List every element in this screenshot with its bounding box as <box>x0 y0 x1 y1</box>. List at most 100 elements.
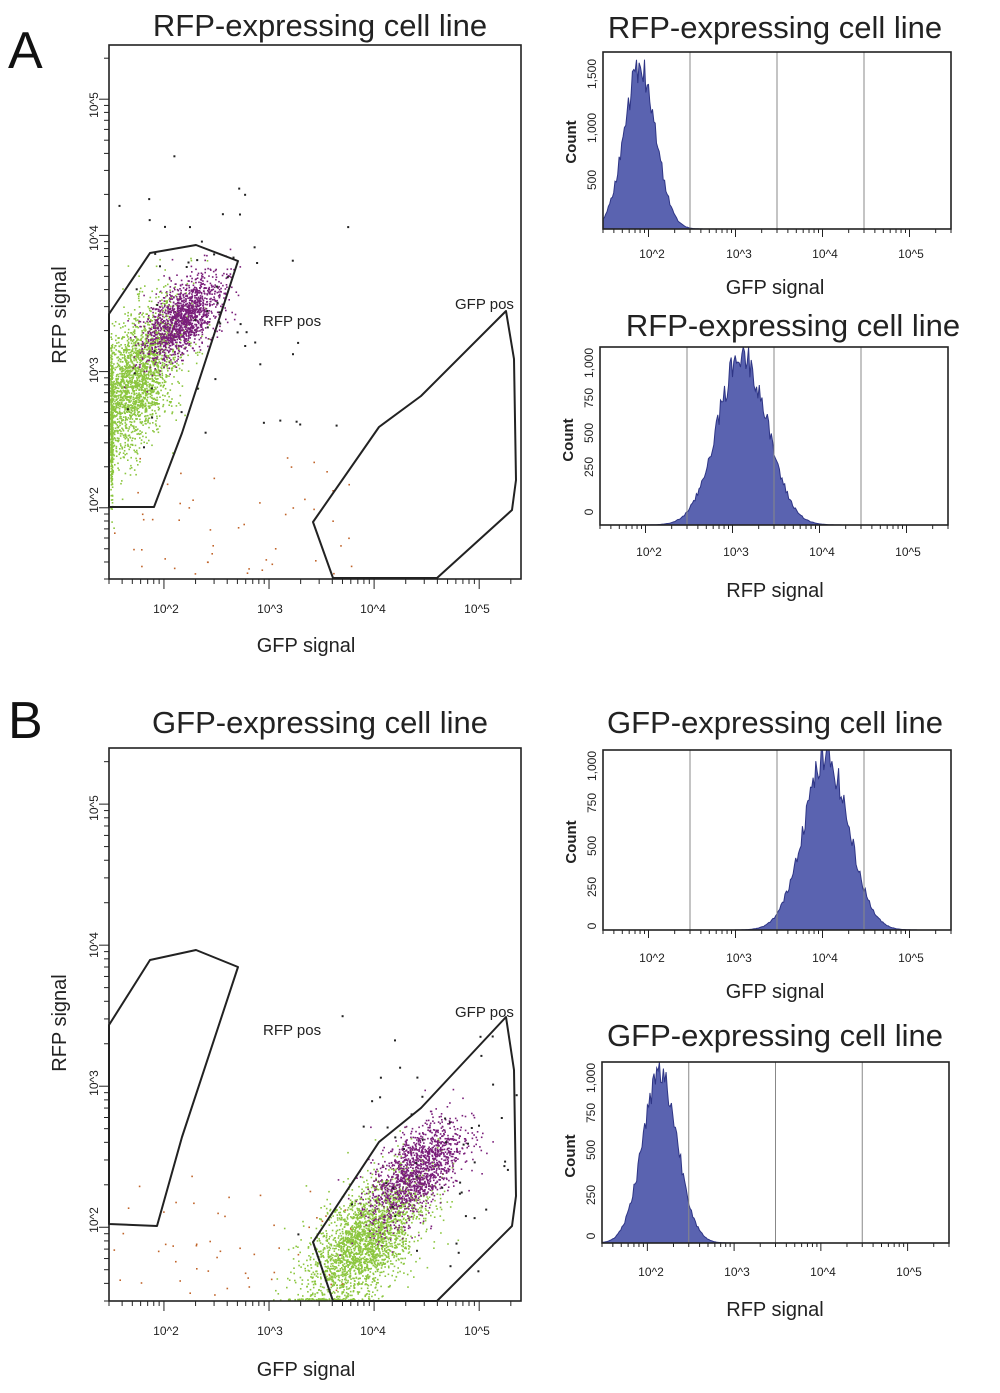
data-point <box>188 330 191 333</box>
data-point <box>144 390 147 392</box>
data-point <box>110 488 112 491</box>
data-point <box>195 352 197 354</box>
data-point <box>112 421 115 424</box>
data-point <box>169 332 172 335</box>
debris-point <box>212 545 214 547</box>
data-point <box>175 343 178 345</box>
data-point <box>152 344 154 346</box>
data-point <box>159 300 161 302</box>
data-point <box>381 1271 383 1274</box>
data-point <box>119 382 122 385</box>
data-point <box>139 383 142 386</box>
data-point <box>405 1247 407 1250</box>
data-point <box>213 298 215 301</box>
data-point <box>204 310 207 313</box>
data-point <box>148 300 151 302</box>
data-point <box>110 438 112 441</box>
data-point <box>203 277 206 279</box>
data-point <box>126 359 128 362</box>
data-point <box>111 459 114 461</box>
data-point <box>179 302 181 305</box>
data-point <box>387 1231 389 1234</box>
data-point <box>158 425 161 428</box>
data-point <box>136 379 139 381</box>
data-point <box>357 1263 360 1266</box>
data-point <box>150 343 152 346</box>
data-point <box>178 367 181 370</box>
data-point <box>210 297 212 300</box>
data-point <box>171 326 174 328</box>
debris-point <box>237 527 240 529</box>
data-point <box>115 383 118 385</box>
data-point <box>165 361 168 363</box>
data-point <box>169 326 172 329</box>
data-point <box>191 302 193 305</box>
data-point <box>110 463 113 466</box>
data-point <box>163 316 165 319</box>
data-point <box>164 339 166 342</box>
data-point <box>130 332 132 334</box>
data-point <box>187 331 189 334</box>
data-point <box>130 464 132 467</box>
data-point <box>120 430 122 433</box>
data-point <box>117 359 120 362</box>
panel-letter-b: B <box>8 692 43 750</box>
data-point <box>122 288 124 290</box>
data-point <box>186 295 189 298</box>
data-point <box>188 307 190 310</box>
data-point <box>161 343 164 345</box>
data-point <box>117 356 120 358</box>
data-point <box>216 291 219 294</box>
data-point <box>194 338 196 340</box>
data-point <box>130 431 133 434</box>
data-point <box>390 1234 392 1237</box>
data-point <box>176 299 179 301</box>
data-point <box>141 421 144 423</box>
data-point <box>138 349 141 351</box>
data-point <box>340 1214 342 1217</box>
data-point <box>151 390 153 392</box>
data-point <box>111 385 114 388</box>
data-point <box>218 329 221 331</box>
data-point <box>161 333 163 336</box>
data-point <box>137 404 139 406</box>
data-point <box>158 313 160 316</box>
data-point <box>377 1236 379 1238</box>
data-point <box>166 294 168 297</box>
data-point <box>202 315 205 318</box>
debris-point <box>141 549 143 551</box>
data-point <box>165 334 168 336</box>
data-point <box>132 373 135 375</box>
data-point <box>164 325 167 327</box>
data-point <box>147 421 149 424</box>
data-point <box>125 434 127 437</box>
data-point <box>111 399 114 401</box>
data-point <box>191 310 194 312</box>
data-point <box>124 391 127 394</box>
hist-a2-x-tick-label: 10^4 <box>809 545 835 559</box>
data-point <box>181 354 184 356</box>
data-point <box>149 378 152 380</box>
data-point <box>192 284 195 287</box>
data-point <box>144 330 146 332</box>
data-point <box>386 1202 388 1204</box>
data-point <box>149 392 151 395</box>
data-point <box>111 448 113 450</box>
data-point <box>187 323 190 326</box>
data-point <box>159 370 161 372</box>
data-point <box>187 317 189 320</box>
data-point <box>392 1215 394 1218</box>
data-point <box>128 386 130 388</box>
data-point <box>151 357 154 360</box>
data-point <box>136 293 139 296</box>
data-point <box>195 306 198 309</box>
data-point <box>170 295 172 297</box>
data-point <box>131 406 133 409</box>
data-point <box>154 363 156 365</box>
data-point <box>123 357 126 359</box>
data-point <box>124 472 127 475</box>
data-point <box>190 342 192 344</box>
data-point <box>175 315 178 317</box>
data-point <box>111 389 114 392</box>
data-point <box>399 1235 401 1238</box>
